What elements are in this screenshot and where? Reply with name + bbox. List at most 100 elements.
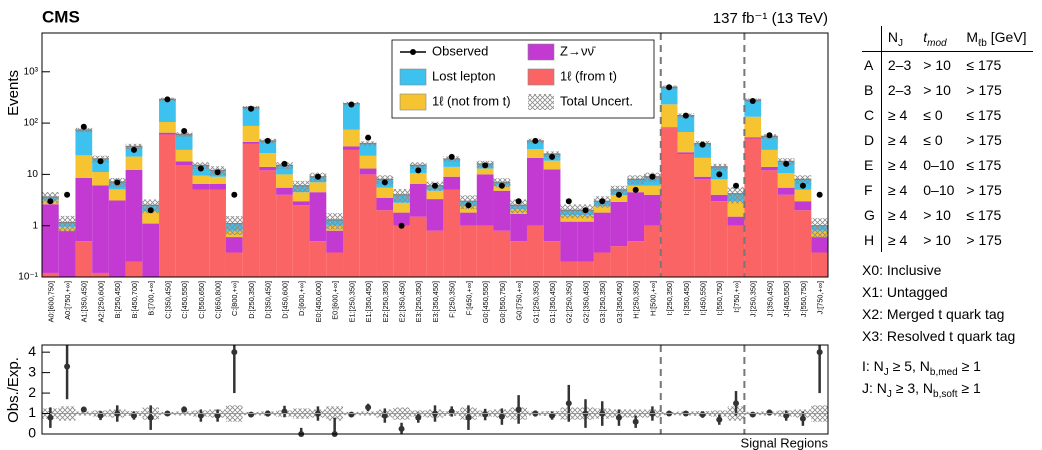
ratio-point: [231, 349, 238, 356]
subscript: b,soft: [933, 388, 958, 400]
x-tick-label: G2:[350,450]: [581, 281, 590, 323]
bar-segment: [42, 272, 59, 277]
bar-segment: [761, 166, 778, 171]
corner-cell: [862, 26, 882, 52]
observed-point: [482, 162, 489, 169]
x-tick-label: I:[250,350]: [665, 281, 674, 316]
observed-point: [248, 105, 255, 112]
x-tick-label: B:[700,+∞]: [147, 281, 156, 316]
definition: J: NJ ≥ 3, Nb,soft ≥ 1: [862, 380, 1038, 402]
subscript: mod: [927, 37, 947, 49]
x-tick-label: C:[800,+∞]: [230, 281, 239, 316]
ratio-point: [448, 408, 455, 415]
ratio-point: [181, 406, 188, 413]
table-cell: > 10: [923, 231, 951, 248]
subscript: J: [883, 366, 889, 378]
observed-point: [615, 191, 622, 198]
bar-segment: [761, 149, 778, 167]
x-tick-label: F:[250,350]: [448, 281, 457, 318]
bar-segment: [259, 170, 277, 277]
bar-segment: [493, 230, 511, 277]
table-cell: G: [862, 202, 882, 227]
uncertainty-band: [225, 216, 243, 235]
uncertainty-band: [359, 141, 377, 146]
legend-swatch: [527, 68, 555, 86]
observed-point: [197, 165, 204, 172]
chart: CMS 137 fb⁻¹ (13 TeV) Events Obs./Exp. S…: [5, 7, 829, 450]
bar-segment: [627, 241, 645, 277]
legend-swatch: [399, 68, 427, 86]
uncertainty-band: [393, 188, 410, 203]
table-row: E ≥ 4 0–10 ≤ 175: [862, 152, 1033, 177]
ratio-point: [415, 414, 422, 421]
observed-point: [264, 137, 271, 144]
subscript: b,med: [929, 366, 958, 378]
uncertainty-band: [811, 218, 828, 238]
bar-segment: [777, 173, 795, 188]
bar-segment: [727, 225, 745, 277]
bar-segment: [526, 149, 544, 158]
legend-label: Total Uncert.: [560, 93, 633, 108]
table-cell: A: [862, 51, 882, 77]
bar-segment: [811, 252, 828, 277]
header-cell: NJ: [881, 26, 918, 52]
table-cell: > 10: [923, 81, 951, 98]
bar-segment: [694, 179, 711, 277]
legend-label: Observed: [432, 43, 488, 58]
bar-segment: [359, 168, 377, 175]
bar-segment: [777, 194, 795, 277]
lumi-label: 137 fb⁻¹ (13 TeV): [713, 10, 828, 27]
bar-segment: [510, 213, 527, 242]
legend-swatch: [527, 43, 555, 61]
observed-point: [666, 84, 673, 91]
bar-segment: [393, 212, 410, 226]
observed-point: [130, 146, 137, 153]
observed-point: [799, 182, 806, 189]
table-cell: ≥ 4: [887, 181, 908, 198]
table-row: G ≥ 4 > 10 ≤ 175: [862, 202, 1033, 227]
bar-segment: [577, 221, 594, 262]
observed-point: [783, 160, 790, 167]
y-tick-label: 1: [32, 220, 38, 231]
ratio-point: [799, 415, 806, 422]
bar-segment: [443, 189, 461, 277]
table-cell: ≤ 0: [923, 131, 943, 148]
text-part: ≥ 1: [957, 380, 981, 396]
observed-point: [515, 198, 522, 205]
observed-point: [398, 222, 405, 229]
uncertainty-band: [75, 127, 93, 133]
uncertainty-band: [610, 185, 628, 195]
observed-point: [565, 198, 572, 205]
bar-segment: [761, 136, 778, 150]
bar-segment: [526, 157, 544, 226]
uncertainty-band: [727, 187, 745, 204]
bar-segment: [409, 183, 427, 217]
bar-segment: [443, 176, 461, 190]
observed-point: [432, 182, 438, 189]
observed-point: [114, 179, 121, 186]
bar-segment: [744, 100, 762, 117]
observed-point: [549, 153, 556, 160]
subscript: ℓb: [978, 37, 987, 49]
table-cell: ≥ 4: [887, 106, 908, 123]
legend-swatch: [399, 93, 427, 111]
bar-segment: [259, 166, 277, 171]
bar-segment: [192, 175, 210, 184]
bar-segment: [376, 187, 394, 198]
bar-segment: [309, 192, 327, 242]
table-cell: > 175: [966, 231, 1002, 248]
x-tick-label: A2:[250,600]: [96, 281, 105, 322]
bar-segment: [159, 99, 176, 122]
legend-swatch: [528, 94, 554, 110]
table-cell: 0–10: [923, 156, 955, 173]
text-part: [GeV]: [986, 28, 1027, 45]
bar-segment: [443, 158, 461, 167]
x-axis-title: Signal Regions: [741, 435, 829, 450]
bar-segment: [644, 194, 661, 226]
ratio-point: [816, 349, 823, 356]
uncertainty-band: [292, 180, 310, 193]
ratio-point: [147, 414, 154, 421]
x-tick-label: J:[450,550]: [782, 281, 791, 317]
table-cell: C: [862, 102, 882, 127]
x-tick-label: D:[450,600]: [280, 281, 289, 319]
